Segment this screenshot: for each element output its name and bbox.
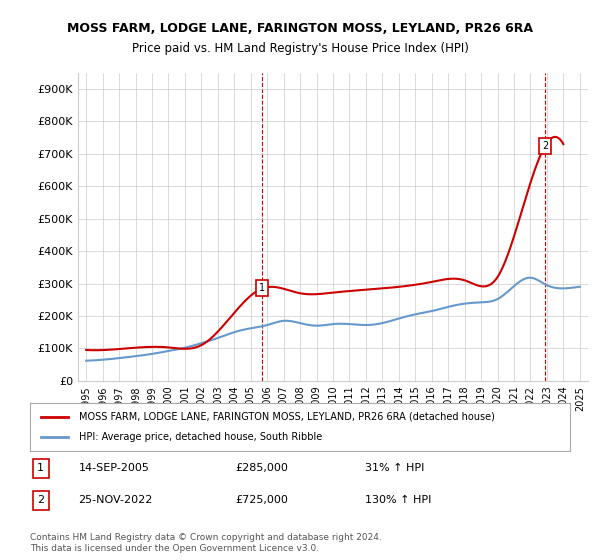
Text: Contains HM Land Registry data © Crown copyright and database right 2024.
This d: Contains HM Land Registry data © Crown c… — [30, 533, 382, 553]
Text: MOSS FARM, LODGE LANE, FARINGTON MOSS, LEYLAND, PR26 6RA: MOSS FARM, LODGE LANE, FARINGTON MOSS, L… — [67, 22, 533, 35]
Text: Price paid vs. HM Land Registry's House Price Index (HPI): Price paid vs. HM Land Registry's House … — [131, 42, 469, 55]
Text: £285,000: £285,000 — [235, 463, 288, 473]
Text: 2: 2 — [542, 141, 548, 151]
Text: 14-SEP-2005: 14-SEP-2005 — [79, 463, 149, 473]
Text: 2: 2 — [37, 495, 44, 505]
Text: 1: 1 — [259, 283, 265, 293]
Text: HPI: Average price, detached house, South Ribble: HPI: Average price, detached house, Sout… — [79, 432, 322, 442]
Text: MOSS FARM, LODGE LANE, FARINGTON MOSS, LEYLAND, PR26 6RA (detached house): MOSS FARM, LODGE LANE, FARINGTON MOSS, L… — [79, 412, 494, 422]
Text: 1: 1 — [37, 463, 44, 473]
Text: 130% ↑ HPI: 130% ↑ HPI — [365, 495, 431, 505]
Text: 31% ↑ HPI: 31% ↑ HPI — [365, 463, 424, 473]
Text: 25-NOV-2022: 25-NOV-2022 — [79, 495, 153, 505]
Text: £725,000: £725,000 — [235, 495, 288, 505]
